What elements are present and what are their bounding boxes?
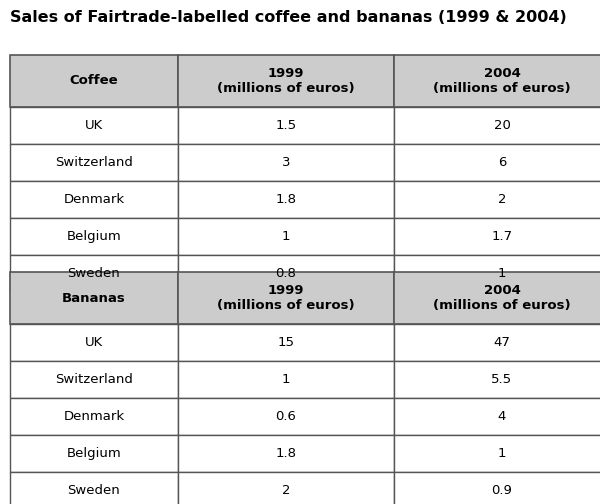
Text: Belgium: Belgium (67, 447, 121, 460)
Text: 1.8: 1.8 (275, 447, 296, 460)
Text: Switzerland: Switzerland (55, 156, 133, 169)
Bar (178, 361, 394, 398)
Text: 1.5: 1.5 (275, 119, 296, 132)
Text: Denmark: Denmark (64, 193, 125, 206)
Text: 15: 15 (277, 336, 295, 349)
Text: 1: 1 (498, 447, 506, 460)
Text: 0.6: 0.6 (275, 410, 296, 423)
Bar (10, 181, 178, 218)
Bar (10, 361, 178, 398)
Text: Belgium: Belgium (67, 230, 121, 243)
Bar (178, 272, 394, 324)
Bar (178, 255, 394, 292)
Bar (394, 324, 600, 361)
Bar (10, 144, 178, 181)
Bar (394, 255, 600, 292)
Text: UK: UK (85, 119, 103, 132)
Text: 2: 2 (282, 484, 290, 497)
Bar (178, 472, 394, 504)
Bar (178, 398, 394, 435)
Bar (10, 107, 178, 144)
Text: 1: 1 (498, 267, 506, 280)
Bar (394, 272, 600, 324)
Text: Sales of Fairtrade-labelled coffee and bananas (1999 & 2004): Sales of Fairtrade-labelled coffee and b… (10, 10, 567, 25)
Bar (178, 324, 394, 361)
Bar (10, 472, 178, 504)
Bar (394, 218, 600, 255)
Text: 6: 6 (498, 156, 506, 169)
Bar (178, 55, 394, 107)
Text: Switzerland: Switzerland (55, 373, 133, 386)
Text: 0.8: 0.8 (275, 267, 296, 280)
Text: 2004
(millions of euros): 2004 (millions of euros) (433, 284, 571, 312)
Text: Coffee: Coffee (70, 75, 118, 88)
Bar (394, 55, 600, 107)
Text: 2004
(millions of euros): 2004 (millions of euros) (433, 67, 571, 95)
Bar (394, 361, 600, 398)
Bar (10, 272, 178, 324)
Text: Bananas: Bananas (62, 291, 126, 304)
Text: 1999
(millions of euros): 1999 (millions of euros) (217, 67, 355, 95)
Bar (394, 107, 600, 144)
Bar (178, 181, 394, 218)
Text: UK: UK (85, 336, 103, 349)
Bar (178, 107, 394, 144)
Text: 1.8: 1.8 (275, 193, 296, 206)
Bar (394, 435, 600, 472)
Text: 4: 4 (498, 410, 506, 423)
Bar (394, 472, 600, 504)
Bar (394, 398, 600, 435)
Text: 1: 1 (282, 230, 290, 243)
Bar (10, 324, 178, 361)
Text: 47: 47 (494, 336, 511, 349)
Text: Sweden: Sweden (68, 267, 121, 280)
Text: 3: 3 (282, 156, 290, 169)
Bar (10, 218, 178, 255)
Text: 1: 1 (282, 373, 290, 386)
Text: 1999
(millions of euros): 1999 (millions of euros) (217, 284, 355, 312)
Bar (178, 435, 394, 472)
Bar (10, 55, 178, 107)
Text: 5.5: 5.5 (491, 373, 512, 386)
Bar (178, 144, 394, 181)
Text: 2: 2 (498, 193, 506, 206)
Bar (178, 218, 394, 255)
Bar (10, 398, 178, 435)
Text: 0.9: 0.9 (491, 484, 512, 497)
Text: 20: 20 (494, 119, 511, 132)
Text: Sweden: Sweden (68, 484, 121, 497)
Text: 1.7: 1.7 (491, 230, 512, 243)
Bar (394, 144, 600, 181)
Bar (10, 255, 178, 292)
Bar (394, 181, 600, 218)
Bar (10, 435, 178, 472)
Text: Denmark: Denmark (64, 410, 125, 423)
